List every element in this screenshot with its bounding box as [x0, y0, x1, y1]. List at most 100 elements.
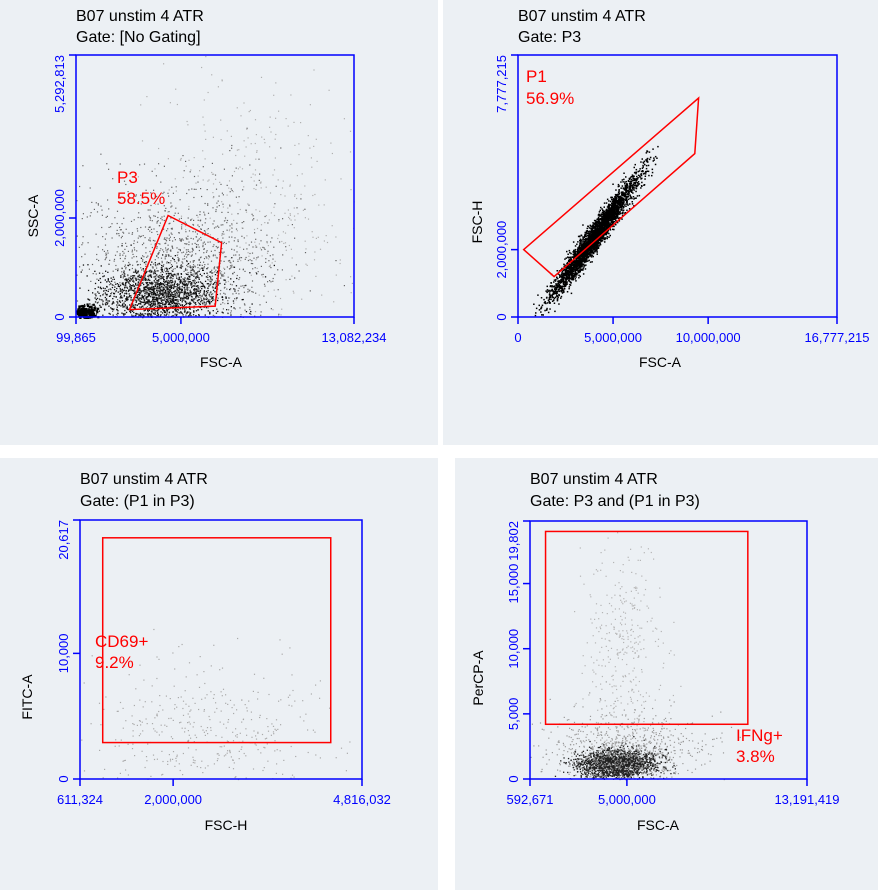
event-point	[594, 221, 597, 224]
event-point	[621, 192, 623, 195]
event-point	[195, 278, 197, 280]
event-point	[138, 274, 140, 276]
event-point	[290, 94, 292, 96]
event-point	[95, 309, 97, 311]
event-point	[645, 167, 648, 170]
event-point	[144, 226, 147, 228]
event-point	[144, 295, 146, 297]
event-point	[82, 264, 85, 266]
event-point	[188, 241, 190, 243]
event-point	[294, 237, 296, 239]
event-point	[180, 312, 182, 314]
event-point	[137, 298, 140, 301]
event-point	[140, 104, 142, 106]
event-point	[188, 281, 190, 283]
event-point	[140, 194, 142, 196]
event-point	[254, 119, 257, 121]
event-point	[180, 240, 182, 242]
event-point	[119, 229, 121, 231]
event-point	[104, 279, 106, 281]
gate-outline[interactable]	[128, 214, 223, 311]
event-point	[170, 306, 173, 308]
event-point	[120, 297, 122, 299]
event-point	[172, 315, 174, 317]
event-point	[131, 314, 133, 316]
event-point	[137, 216, 139, 219]
event-point	[134, 293, 136, 295]
event-point	[176, 265, 178, 267]
event-point	[547, 311, 550, 314]
event-point	[335, 236, 337, 238]
event-point	[178, 218, 180, 220]
event-point	[170, 206, 172, 208]
event-point	[138, 303, 140, 305]
event-point	[218, 205, 220, 207]
event-point	[189, 289, 191, 291]
event-point	[177, 284, 179, 286]
event-point	[293, 207, 295, 209]
event-point	[220, 303, 222, 305]
event-point	[201, 296, 203, 298]
event-point	[152, 299, 154, 301]
gate-shape[interactable]	[128, 214, 223, 311]
event-point	[193, 302, 196, 304]
event-point	[118, 286, 121, 288]
event-point	[148, 239, 150, 241]
event-point	[210, 281, 212, 283]
event-point	[230, 312, 232, 314]
event-point	[551, 288, 553, 291]
event-point	[201, 264, 203, 266]
event-point	[247, 203, 249, 205]
event-point	[599, 243, 602, 246]
event-point	[168, 311, 171, 313]
event-point	[182, 308, 184, 310]
event-point	[79, 316, 82, 319]
event-point	[88, 268, 90, 270]
event-point	[123, 252, 125, 254]
event-point	[150, 264, 152, 266]
event-point	[139, 312, 142, 314]
event-point	[229, 288, 231, 291]
event-point	[157, 220, 159, 222]
event-point	[645, 152, 648, 154]
event-point	[123, 217, 125, 219]
event-point	[309, 104, 311, 106]
event-point	[177, 274, 179, 276]
event-point	[145, 301, 147, 303]
event-point	[268, 260, 270, 262]
event-point	[136, 285, 138, 287]
event-point	[164, 267, 166, 269]
event-point	[127, 281, 130, 283]
event-point	[560, 295, 563, 298]
event-point	[172, 247, 174, 249]
event-point	[139, 164, 141, 166]
event-point	[558, 294, 560, 297]
event-point	[323, 204, 325, 206]
event-point	[220, 271, 223, 273]
event-point	[203, 230, 205, 232]
event-point	[166, 261, 168, 263]
event-point	[289, 213, 291, 215]
event-point	[171, 281, 173, 284]
event-point	[250, 262, 252, 265]
event-point	[186, 294, 188, 296]
event-point	[116, 314, 118, 316]
event-point	[191, 285, 193, 287]
event-point	[120, 295, 122, 297]
event-point	[176, 288, 178, 290]
event-point	[263, 138, 265, 140]
event-point	[165, 273, 168, 275]
event-point	[169, 286, 171, 288]
event-point	[190, 273, 192, 276]
event-point	[145, 252, 147, 254]
event-point	[195, 276, 197, 278]
event-point	[197, 216, 199, 218]
event-point	[115, 313, 118, 315]
event-point	[243, 186, 245, 188]
event-point	[126, 306, 128, 309]
event-point	[233, 281, 235, 283]
event-point	[184, 269, 187, 271]
event-point	[119, 197, 121, 199]
event-point	[648, 151, 651, 153]
event-point	[209, 280, 211, 282]
